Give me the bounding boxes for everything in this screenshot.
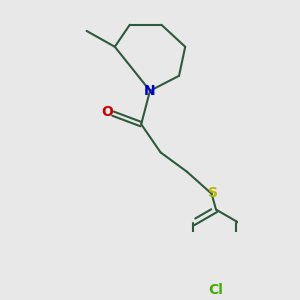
Text: O: O [101, 105, 113, 119]
Text: S: S [208, 186, 218, 200]
Text: N: N [144, 84, 156, 98]
Text: Cl: Cl [208, 283, 224, 297]
